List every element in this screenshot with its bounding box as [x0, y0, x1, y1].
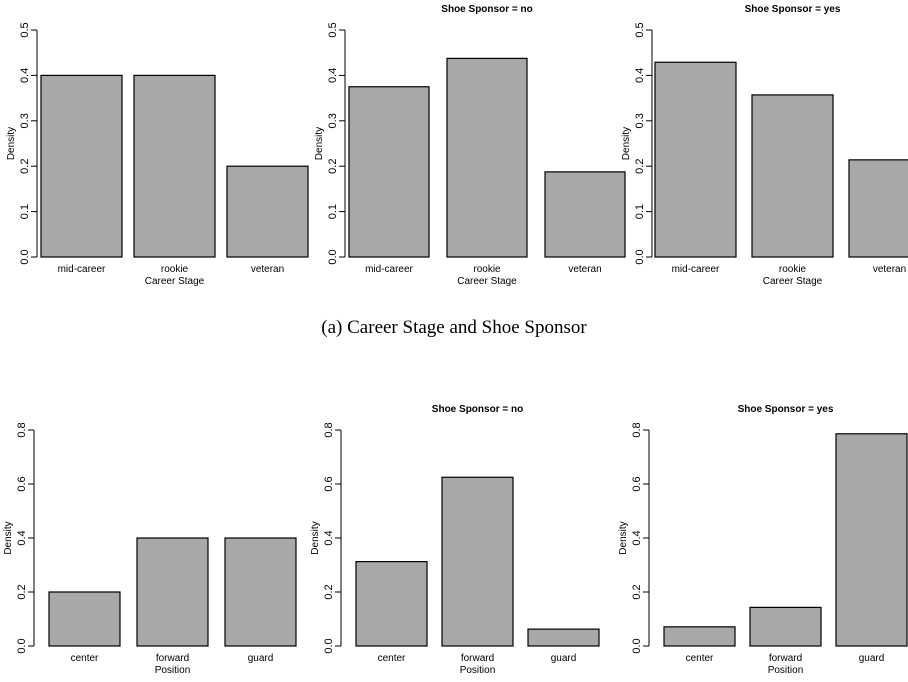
- y-tick-label: 0.0: [19, 249, 31, 264]
- y-axis-label: Density: [6, 127, 17, 160]
- y-tick-label: 0.2: [19, 159, 31, 174]
- bar-center: [48, 591, 121, 647]
- bar-center: [355, 561, 428, 647]
- y-tick-label: 0.0: [327, 249, 339, 264]
- bar-veteran: [544, 171, 626, 258]
- y-tick-label: 0.4: [327, 68, 339, 83]
- x-axis-label: Career Stage: [457, 276, 517, 287]
- y-tick-label: 0.4: [19, 68, 31, 83]
- y-tick-label: 0.5: [634, 22, 646, 37]
- y-axis-label: Density: [3, 521, 14, 554]
- x-axis-label: Career Stage: [145, 276, 205, 287]
- chart-panel-5: Shoe Sponsor = no 0.0 0.2 0.4 0.6 0.8 Density c…: [310, 404, 600, 676]
- y-tick-label: 0.4: [323, 530, 335, 545]
- panel-title: Shoe Sponsor = yes: [738, 404, 834, 415]
- x-category-label: veteran: [568, 264, 601, 275]
- y-tick-label: 0.1: [19, 204, 31, 219]
- y-axis-label: Density: [310, 521, 321, 554]
- bar-rookie: [133, 74, 216, 258]
- x-category-label: mid-career: [672, 264, 720, 275]
- y-axis-label: Density: [621, 127, 632, 160]
- bar-forward: [136, 537, 209, 647]
- x-category-label: veteran: [251, 264, 284, 275]
- bar-mid-career: [654, 61, 737, 258]
- y-tick-label: 0.3: [19, 113, 31, 128]
- x-category-label: guard: [859, 653, 885, 664]
- y-tick-label: 0.4: [631, 530, 643, 545]
- x-category-label: center: [71, 653, 99, 664]
- bar-guard: [835, 433, 908, 647]
- bar-forward: [749, 606, 822, 647]
- y-tick-label: 0.3: [634, 113, 646, 128]
- y-tick-label: 0.3: [327, 113, 339, 128]
- x-category-label: mid-career: [58, 264, 106, 275]
- chart-panel-4: 0.0 0.2 0.4 0.6 0.8 Density center forward guard…: [3, 422, 297, 676]
- y-tick-label: 0.2: [323, 584, 335, 599]
- panel-title: Shoe Sponsor = no: [432, 404, 523, 415]
- bar-rookie: [751, 94, 834, 258]
- y-tick-label: 0.0: [323, 638, 335, 653]
- x-category-label: center: [378, 653, 406, 664]
- x-axis-label: Career Stage: [763, 276, 823, 287]
- y-tick-label: 0.0: [634, 249, 646, 264]
- x-category-label: forward: [156, 653, 189, 664]
- y-tick-label: 0.2: [327, 159, 339, 174]
- y-tick-label: 0.8: [323, 422, 335, 437]
- y-tick-label: 0.6: [323, 476, 335, 491]
- y-tick-label: 0.1: [327, 204, 339, 219]
- y-tick-label: 0.2: [634, 159, 646, 174]
- y-tick-label: 0.5: [19, 22, 31, 37]
- bar-forward: [441, 476, 514, 647]
- y-axis-label: Density: [618, 521, 629, 554]
- x-category-label: rookie: [473, 264, 501, 275]
- y-tick-label: 0.0: [631, 638, 643, 653]
- x-axis-label: Position: [768, 665, 804, 676]
- x-category-label: guard: [551, 653, 577, 664]
- x-category-label: forward: [461, 653, 494, 664]
- x-category-label: center: [686, 653, 714, 664]
- chart-panel-1: 0.0 0.1 0.2 0.3 0.4 0.5 Density mid-career rooki…: [6, 22, 309, 287]
- panel-title: Shoe Sponsor = yes: [745, 4, 841, 15]
- caption-top: (a) Career Stage and Shoe Sponsor: [321, 317, 587, 338]
- bar-veteran: [226, 165, 309, 258]
- bar-center: [663, 626, 736, 647]
- x-category-label: forward: [769, 653, 802, 664]
- x-axis-label: Position: [155, 665, 191, 676]
- x-category-label: guard: [248, 653, 274, 664]
- y-tick-label: 0.8: [16, 422, 28, 437]
- y-tick-label: 0.8: [631, 422, 643, 437]
- y-tick-label: 0.1: [634, 204, 646, 219]
- bar-mid-career: [348, 86, 430, 258]
- chart-panel-3: Shoe Sponsor = yes 0.0 0.1 0.2 0.3 0.4 0.5 Dens…: [621, 4, 908, 287]
- panel-title: Shoe Sponsor = no: [441, 4, 532, 15]
- x-axis-label: Position: [460, 665, 496, 676]
- y-tick-label: 0.4: [16, 530, 28, 545]
- chart-panel-6: Shoe Sponsor = yes 0.0 0.2 0.4 0.6 0.8 Density…: [618, 404, 908, 676]
- bar-rookie: [446, 57, 528, 258]
- bar-guard: [224, 537, 297, 647]
- y-tick-label: 0.6: [16, 476, 28, 491]
- x-category-label: mid-career: [365, 264, 413, 275]
- y-tick-label: 0.5: [327, 22, 339, 37]
- bar-mid-career: [40, 74, 123, 258]
- y-tick-label: 0.6: [631, 476, 643, 491]
- y-tick-label: 0.4: [634, 68, 646, 83]
- x-category-label: veteran: [873, 264, 906, 275]
- bar-veteran: [848, 159, 908, 258]
- x-category-label: rookie: [161, 264, 189, 275]
- y-axis-label: Density: [314, 127, 325, 160]
- x-category-label: rookie: [779, 264, 807, 275]
- bar-guard: [527, 628, 600, 647]
- y-tick-label: 0.2: [631, 584, 643, 599]
- chart-panel-2: Shoe Sponsor = no 0.0 0.1 0.2 0.3 0.4 0.5 Densi…: [314, 4, 626, 287]
- y-tick-label: 0.2: [16, 584, 28, 599]
- y-tick-label: 0.0: [16, 638, 28, 653]
